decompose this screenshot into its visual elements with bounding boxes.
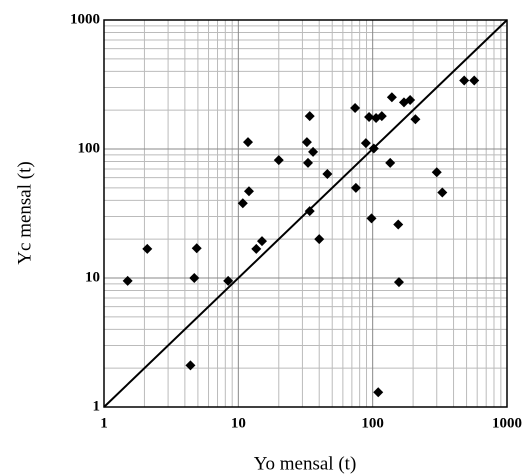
point <box>314 234 325 245</box>
point <box>410 114 421 125</box>
point <box>350 182 361 193</box>
point <box>469 75 480 86</box>
point <box>459 75 470 86</box>
point <box>304 206 315 217</box>
x-axis-label: Yo mensal (t) <box>254 453 357 474</box>
point <box>142 243 153 254</box>
point <box>366 213 377 224</box>
x-tick-label: 10 <box>231 415 246 431</box>
point <box>373 387 384 398</box>
y-axis-label: Yc mensal (t) <box>14 161 35 264</box>
x-tick-label: 1 <box>100 415 108 431</box>
point <box>302 157 313 168</box>
point <box>301 137 312 148</box>
point <box>360 138 371 149</box>
point <box>393 277 404 288</box>
point <box>376 111 387 122</box>
x-tick-label: 1000 <box>492 415 522 431</box>
point <box>322 169 333 180</box>
point <box>405 94 416 105</box>
point <box>191 243 202 254</box>
y-tick-label: 1000 <box>70 11 100 27</box>
point <box>385 157 396 168</box>
point <box>304 111 315 122</box>
point <box>364 112 375 123</box>
point <box>256 236 267 247</box>
grid <box>103 19 508 408</box>
point <box>189 273 200 283</box>
point <box>185 360 196 371</box>
point <box>237 198 248 209</box>
point <box>308 146 319 157</box>
marks <box>122 75 480 398</box>
identity-line <box>103 19 508 408</box>
point <box>437 187 448 198</box>
point <box>251 243 262 254</box>
point <box>386 92 397 103</box>
y-tick-label: 100 <box>78 140 101 156</box>
point <box>431 167 442 178</box>
point <box>242 137 253 148</box>
y-tick-label: 1 <box>93 398 101 414</box>
point <box>350 102 361 113</box>
x-tick-label: 100 <box>361 415 384 431</box>
point <box>273 155 284 166</box>
y-tick-label: 10 <box>85 269 100 285</box>
point <box>223 275 234 286</box>
plot-frame <box>103 19 508 408</box>
point <box>393 219 404 230</box>
point <box>243 186 254 197</box>
point <box>122 275 133 286</box>
